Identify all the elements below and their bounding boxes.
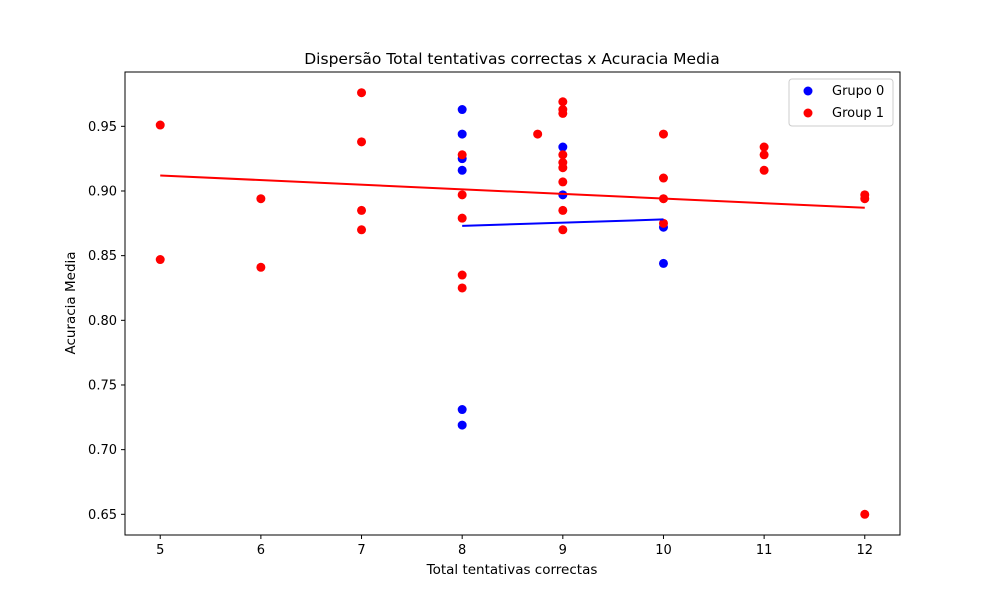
- x-tick-label: 12: [856, 543, 873, 558]
- y-tick-label: 0.90: [88, 184, 117, 199]
- y-axis: 0.65 0.70 0.75 0.80 0.85 0.90 0.95: [88, 120, 125, 523]
- data-point-series-1: [558, 225, 568, 235]
- plot-background: [125, 72, 900, 535]
- data-point-series-1: [759, 142, 769, 152]
- data-point-series-1: [457, 190, 467, 200]
- x-tick-label: 8: [458, 543, 466, 558]
- data-point-series-0: [658, 258, 668, 268]
- x-axis: 5 6 7 8 9 10 11 12: [156, 535, 873, 558]
- legend: Grupo 0 Group 1: [788, 78, 894, 127]
- data-point-series-1: [658, 173, 668, 183]
- y-tick-label: 0.95: [88, 120, 117, 135]
- plot-area: [124, 71, 901, 536]
- data-marks: [155, 88, 870, 519]
- x-tick-label: 5: [156, 543, 164, 558]
- data-point-series-1: [457, 213, 467, 223]
- data-point-series-1: [457, 283, 467, 293]
- data-point-series-1: [357, 88, 367, 98]
- data-point-series-0: [558, 142, 568, 152]
- data-point-series-1: [357, 137, 367, 147]
- data-point-series-1: [759, 150, 769, 160]
- legend-box: [788, 78, 894, 127]
- x-tick-label: 10: [655, 543, 672, 558]
- plot-frame: [124, 71, 901, 536]
- trend-line-series-0: [462, 218, 664, 227]
- data-point-series-1: [558, 150, 568, 160]
- x-tick-label: 9: [559, 543, 567, 558]
- x-tick-label: 7: [357, 543, 365, 558]
- legend-marker-grupo-0: [803, 86, 813, 96]
- legend-label-grupo-0: Grupo 0: [832, 84, 884, 99]
- data-point-series-1: [558, 205, 568, 215]
- x-tick-label: 6: [257, 543, 265, 558]
- data-point-series-1: [860, 194, 870, 204]
- data-point-series-1: [357, 225, 367, 235]
- trend-line-series-1: [160, 174, 865, 209]
- data-point-series-1: [658, 218, 668, 228]
- data-point-series-0: [457, 420, 467, 430]
- data-point-series-1: [533, 129, 543, 139]
- data-point-series-1: [558, 97, 568, 107]
- data-point-series-0: [457, 165, 467, 175]
- data-point-series-1: [558, 108, 568, 118]
- data-point-series-1: [457, 270, 467, 280]
- data-point-series-1: [759, 165, 769, 175]
- x-axis-label: Total tentativas correctas: [426, 562, 598, 578]
- data-point-series-1: [558, 177, 568, 187]
- trend-lines: [160, 174, 865, 227]
- y-tick-label: 0.80: [88, 314, 117, 329]
- y-tick-label: 0.75: [88, 378, 117, 393]
- data-point-series-1: [860, 509, 870, 519]
- y-tick-label: 0.70: [88, 443, 117, 458]
- data-point-series-1: [155, 255, 165, 265]
- y-tick-label: 0.65: [88, 508, 117, 523]
- data-point-series-1: [558, 163, 568, 173]
- chart-title: Dispersão Total tentativas correctas x A…: [304, 50, 719, 68]
- legend-label-group-1: Group 1: [832, 106, 884, 121]
- data-point-series-1: [256, 194, 266, 204]
- data-point-series-1: [457, 150, 467, 160]
- data-point-series-0: [457, 129, 467, 139]
- data-point-series-0: [457, 405, 467, 415]
- data-point-series-0: [457, 105, 467, 115]
- legend-marker-group-1: [803, 108, 813, 118]
- x-tick-label: 11: [756, 543, 773, 558]
- y-tick-label: 0.85: [88, 249, 117, 264]
- y-axis-label: Acuracia Media: [63, 251, 79, 354]
- data-point-series-1: [256, 262, 266, 272]
- data-point-series-1: [658, 129, 668, 139]
- data-point-series-1: [357, 205, 367, 215]
- data-point-series-1: [155, 120, 165, 130]
